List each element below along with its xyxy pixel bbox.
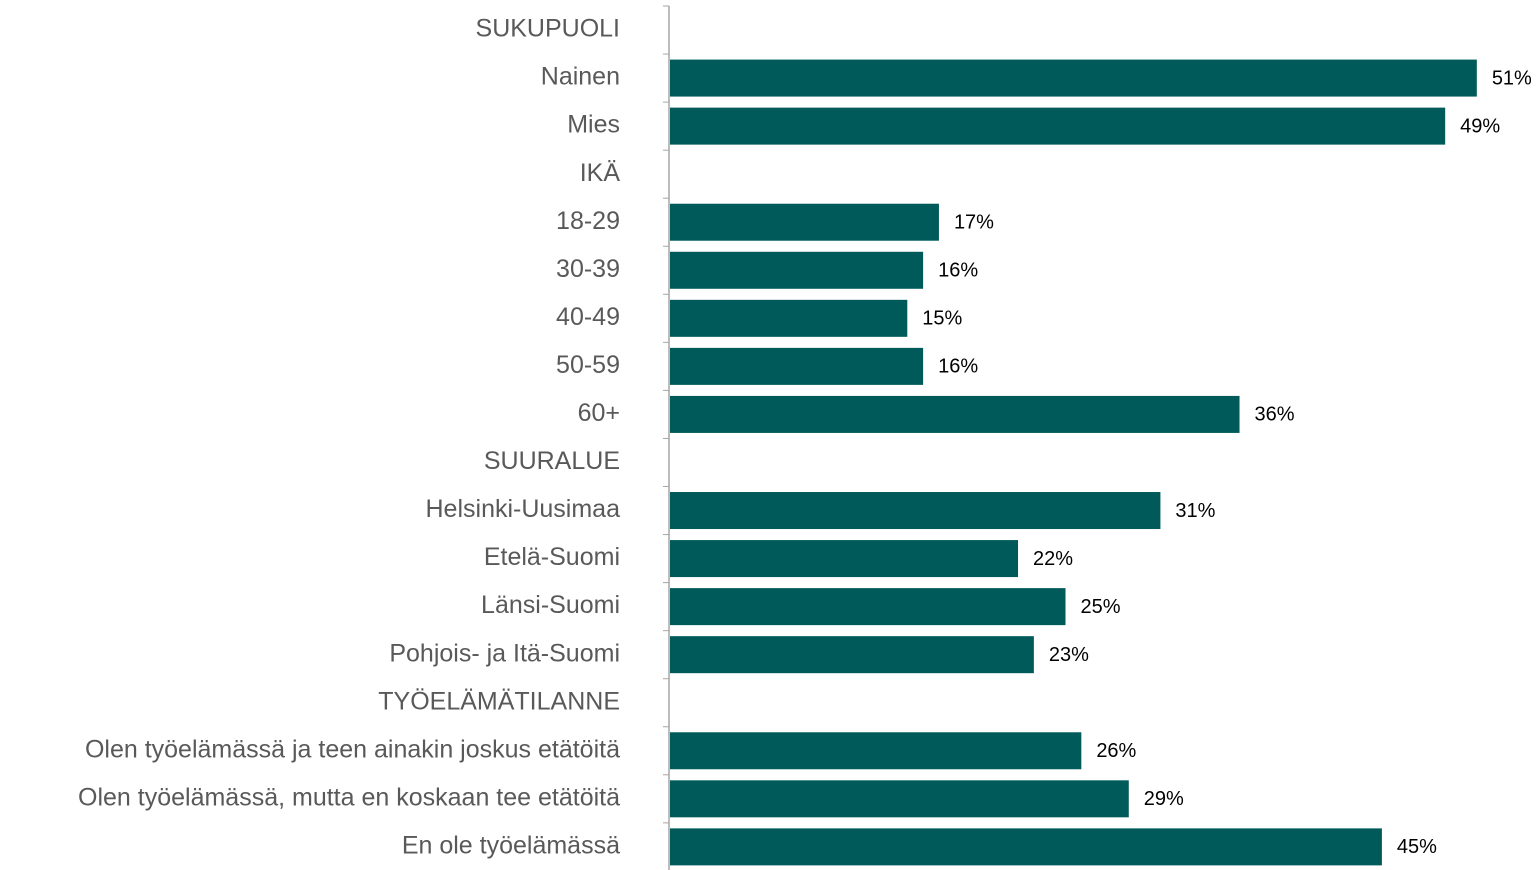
bar xyxy=(670,59,1477,97)
bar xyxy=(670,636,1034,674)
bar xyxy=(670,347,924,385)
value-label: 23% xyxy=(1049,644,1089,666)
value-label: 36% xyxy=(1255,404,1295,426)
category-label: 60+ xyxy=(578,399,620,427)
category-label: SUKUPUOLI xyxy=(476,15,620,43)
value-label: 49% xyxy=(1460,115,1500,137)
category-label: Olen työelämässä ja teen ainakin joskus … xyxy=(85,735,620,763)
value-label: 26% xyxy=(1096,740,1136,762)
category-label: Länsi-Suomi xyxy=(481,591,620,619)
category-label: Mies xyxy=(567,111,620,139)
category-label: 40-49 xyxy=(556,303,620,331)
bar xyxy=(670,107,1446,145)
value-label: 22% xyxy=(1033,548,1073,570)
category-label: TYÖELÄMÄTILANNE xyxy=(378,687,620,715)
value-label: 51% xyxy=(1492,67,1532,89)
category-label: IKÄ xyxy=(580,159,621,187)
value-label: 29% xyxy=(1144,788,1184,810)
value-label: 17% xyxy=(954,212,994,234)
category-label: En ole työelämässä xyxy=(402,831,620,859)
bar xyxy=(670,732,1082,770)
bar xyxy=(670,588,1066,626)
category-label: 18-29 xyxy=(556,207,620,235)
bar xyxy=(670,780,1129,818)
bar xyxy=(670,492,1161,530)
category-label: Etelä-Suomi xyxy=(484,543,620,571)
category-label: Olen työelämässä, mutta en koskaan tee e… xyxy=(78,783,620,811)
bar xyxy=(670,540,1019,578)
value-label: 16% xyxy=(938,260,978,282)
value-label: 16% xyxy=(938,356,978,378)
bar xyxy=(670,828,1382,866)
value-label: 15% xyxy=(922,308,962,330)
category-label: 30-39 xyxy=(556,255,620,283)
bar xyxy=(670,203,939,241)
bar xyxy=(670,299,908,337)
category-label: SUURALUE xyxy=(484,447,620,475)
category-label: Helsinki-Uusimaa xyxy=(426,495,621,523)
bar xyxy=(670,395,1240,433)
bar xyxy=(670,251,924,289)
category-label: Pohjois- ja Itä-Suomi xyxy=(389,639,620,667)
value-label: 25% xyxy=(1081,596,1121,618)
category-label: Nainen xyxy=(541,63,620,91)
value-label: 31% xyxy=(1175,500,1215,522)
category-label: 50-59 xyxy=(556,351,620,379)
value-label: 45% xyxy=(1397,836,1437,858)
